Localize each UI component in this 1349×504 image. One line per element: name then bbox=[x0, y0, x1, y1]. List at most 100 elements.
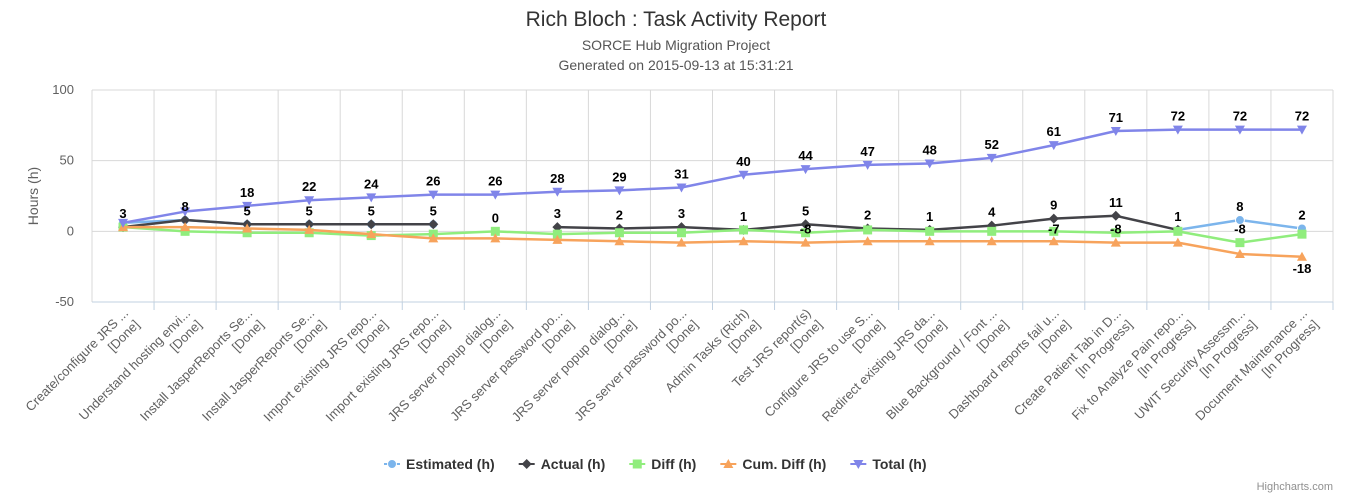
credits-link[interactable]: Highcharts.com bbox=[1257, 481, 1333, 493]
data-point[interactable] bbox=[1173, 226, 1183, 236]
data-point[interactable] bbox=[925, 226, 935, 236]
data-point[interactable] bbox=[1049, 226, 1059, 236]
legend-item-cum-diff-h[interactable]: Cum. Diff (h) bbox=[720, 456, 826, 472]
data-point[interactable] bbox=[800, 165, 811, 175]
data-point[interactable] bbox=[180, 215, 191, 226]
data-point[interactable] bbox=[1172, 125, 1183, 135]
data-point[interactable] bbox=[428, 219, 439, 230]
data-point[interactable] bbox=[739, 225, 749, 235]
data-label: 29 bbox=[612, 169, 626, 184]
data-label: 5 bbox=[802, 203, 809, 218]
data-label: 26 bbox=[488, 174, 502, 189]
legend-label: Cum. Diff (h) bbox=[742, 456, 826, 472]
data-point[interactable] bbox=[490, 190, 501, 200]
data-point[interactable] bbox=[676, 183, 687, 193]
data-point[interactable] bbox=[800, 219, 811, 230]
data-point[interactable] bbox=[304, 224, 315, 234]
data-point[interactable] bbox=[242, 228, 252, 238]
chart-subtitle: SORCE Hub Migration Project bbox=[582, 37, 770, 53]
legend-symbol[interactable] bbox=[723, 459, 734, 468]
data-point[interactable] bbox=[428, 190, 439, 200]
data-label: 5 bbox=[368, 203, 375, 218]
data-point[interactable] bbox=[1296, 251, 1307, 261]
data-point[interactable] bbox=[924, 159, 935, 169]
legend-item-estimated-h[interactable]: Estimated (h) bbox=[384, 456, 495, 472]
legend-label: Actual (h) bbox=[541, 456, 606, 472]
data-label: 61 bbox=[1047, 124, 1061, 139]
data-label: 1 bbox=[740, 209, 747, 224]
data-point[interactable] bbox=[366, 193, 377, 203]
data-point[interactable] bbox=[1234, 215, 1245, 226]
data-point[interactable] bbox=[552, 222, 563, 233]
data-point[interactable] bbox=[614, 228, 624, 238]
legend-item-diff-h[interactable]: Diff (h) bbox=[629, 456, 696, 472]
data-point[interactable] bbox=[1297, 229, 1307, 239]
data-point[interactable] bbox=[552, 234, 563, 244]
data-point[interactable] bbox=[614, 186, 625, 196]
data-point[interactable] bbox=[1234, 125, 1245, 135]
data-point[interactable] bbox=[676, 228, 686, 238]
data-point[interactable] bbox=[986, 153, 997, 163]
data-point[interactable] bbox=[552, 187, 563, 197]
data-point[interactable] bbox=[1111, 228, 1121, 238]
data-label: 40 bbox=[736, 154, 750, 169]
legend-item-actual-h[interactable]: Actual (h) bbox=[518, 456, 606, 472]
data-label: 5 bbox=[306, 203, 313, 218]
data-point[interactable] bbox=[1296, 125, 1307, 135]
data-point[interactable] bbox=[987, 226, 997, 236]
data-point[interactable] bbox=[738, 170, 749, 180]
data-point[interactable] bbox=[800, 237, 811, 247]
data-point[interactable] bbox=[242, 201, 253, 211]
data-label: 11 bbox=[1109, 195, 1123, 210]
data-point[interactable] bbox=[180, 222, 191, 232]
data-point[interactable] bbox=[490, 226, 500, 236]
plot-grid bbox=[91, 89, 1334, 303]
data-point[interactable] bbox=[366, 229, 377, 239]
data-point[interactable] bbox=[863, 225, 873, 235]
data-point[interactable] bbox=[614, 236, 625, 246]
data-point[interactable] bbox=[1234, 248, 1245, 258]
series-layer bbox=[118, 125, 1307, 261]
data-point[interactable] bbox=[428, 233, 439, 243]
data-label: 3 bbox=[678, 206, 685, 221]
data-point[interactable] bbox=[738, 236, 749, 246]
data-label: 0 bbox=[492, 210, 499, 225]
legend-item-total-h[interactable]: Total (h) bbox=[850, 456, 927, 472]
data-point[interactable] bbox=[1048, 141, 1059, 151]
legend-symbol[interactable] bbox=[387, 459, 397, 469]
data-point[interactable] bbox=[180, 207, 191, 217]
data-point[interactable] bbox=[924, 236, 935, 246]
data-point[interactable] bbox=[552, 229, 562, 239]
data-label: 22 bbox=[302, 179, 316, 194]
data-point[interactable] bbox=[676, 237, 687, 247]
legend-symbol[interactable] bbox=[853, 460, 864, 469]
data-point[interactable] bbox=[862, 236, 873, 246]
legend-label: Estimated (h) bbox=[406, 456, 495, 472]
data-point[interactable] bbox=[801, 228, 811, 238]
data-point[interactable] bbox=[304, 219, 315, 230]
data-point[interactable] bbox=[180, 226, 190, 236]
data-point[interactable] bbox=[1110, 237, 1121, 247]
data-point[interactable] bbox=[1048, 213, 1059, 224]
data-point[interactable] bbox=[366, 219, 377, 230]
data-point[interactable] bbox=[118, 218, 129, 228]
data-point[interactable] bbox=[304, 196, 315, 206]
data-point[interactable] bbox=[1172, 237, 1183, 247]
data-point[interactable] bbox=[862, 160, 873, 170]
series-total-h bbox=[118, 125, 1307, 228]
data-point[interactable] bbox=[242, 223, 253, 233]
data-point[interactable] bbox=[1048, 236, 1059, 246]
data-label: 8 bbox=[1236, 199, 1243, 214]
data-point[interactable] bbox=[1235, 238, 1245, 248]
legend-symbol[interactable] bbox=[521, 459, 532, 469]
data-label: 1 bbox=[1174, 209, 1181, 224]
data-point[interactable] bbox=[1110, 126, 1121, 136]
data-point[interactable] bbox=[1110, 210, 1121, 221]
data-label: 18 bbox=[240, 185, 254, 200]
legend-symbol[interactable] bbox=[632, 459, 642, 469]
data-label: 48 bbox=[922, 142, 936, 157]
data-point[interactable] bbox=[490, 233, 501, 243]
data-point[interactable] bbox=[986, 236, 997, 246]
